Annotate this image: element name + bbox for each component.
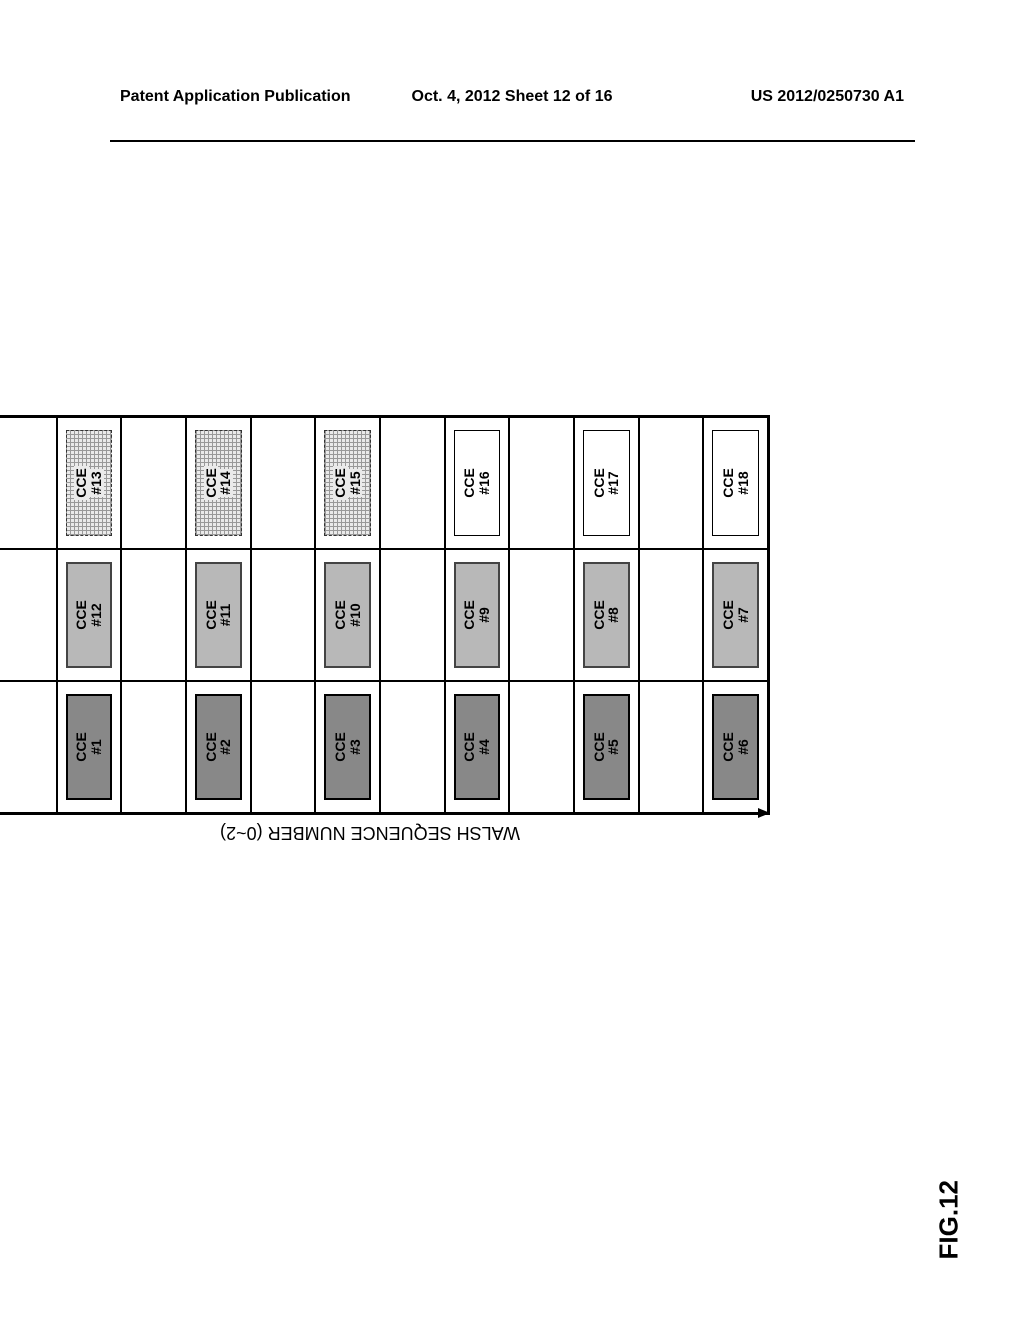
grid-cell: CCE#18 [703, 417, 768, 549]
grid-cell [380, 417, 445, 549]
grid-cell: CCE#17 [574, 417, 639, 549]
cce-box: CCE#15 [324, 430, 370, 537]
cce-box: CCE#18 [712, 430, 758, 537]
cce-box: CCE#1 [66, 694, 112, 801]
grid-cell [251, 549, 316, 681]
patent-header: Patent Application Publication Oct. 4, 2… [0, 88, 1024, 106]
cce-line2: #13 [89, 469, 104, 496]
grid-cell: CCE#3 [315, 681, 380, 813]
y-axis-label: WALSH SEQUENCE NUMBER (0~2) [0, 822, 750, 843]
cce-box: CCE#12 [66, 562, 112, 669]
cce-line2: #16 [477, 471, 492, 494]
cce-line1: CCE [333, 732, 348, 762]
cce-line2: #14 [218, 469, 233, 496]
cce-line1: CCE [333, 466, 348, 500]
grid-cell [639, 681, 704, 813]
grid-cell: CCE#9 [445, 549, 510, 681]
cce-line2: #2 [218, 739, 233, 755]
grid-cell [121, 681, 186, 813]
cce-line1: CCE [204, 466, 219, 500]
grid-cell: CCE#2 [186, 681, 251, 813]
cce-line2: #10 [348, 603, 363, 626]
figure-diagram: CYCLIC SHIFT VALUE OF ZC SEQUENCE (0~11)… [0, 415, 770, 815]
cce-line1: CCE [721, 468, 736, 498]
cce-line2: #18 [736, 471, 751, 494]
cce-line1: CCE [721, 600, 736, 630]
grid-cell [639, 417, 704, 549]
header-center: Oct. 4, 2012 Sheet 12 of 16 [412, 88, 613, 106]
cce-line1: CCE [592, 600, 607, 630]
grid-cell: CCE#13 [57, 417, 122, 549]
grid-cell [0, 549, 57, 681]
grid-cell [0, 417, 57, 549]
grid-cell [509, 681, 574, 813]
cce-line1: CCE [204, 600, 219, 630]
cce-line1: CCE [204, 732, 219, 762]
cce-line2: #15 [348, 469, 363, 496]
cce-line2: #6 [736, 739, 751, 755]
grid-cell: CCE#8 [574, 549, 639, 681]
grid-cell: CCE#10 [315, 549, 380, 681]
grid-cell: CCE#5 [574, 681, 639, 813]
cce-line1: CCE [721, 732, 736, 762]
grid-cell [509, 417, 574, 549]
cce-box: CCE#7 [712, 562, 758, 669]
cce-line1: CCE [462, 600, 477, 630]
cce-line1: CCE [592, 732, 607, 762]
grid-cell: CCE#12 [57, 549, 122, 681]
cce-line2: #3 [348, 739, 363, 755]
cce-line1: CCE [74, 732, 89, 762]
cce-line2: #7 [736, 607, 751, 623]
cce-box: CCE#5 [583, 694, 629, 801]
cce-box: CCE#9 [454, 562, 500, 669]
grid-cell [121, 417, 186, 549]
cce-line2: #5 [606, 739, 621, 755]
grid-cell [251, 417, 316, 549]
cce-box: CCE#10 [324, 562, 370, 669]
cce-line1: CCE [74, 600, 89, 630]
cce-line2: #1 [89, 739, 104, 755]
cce-box: CCE#11 [195, 562, 241, 669]
cce-box: CCE#14 [195, 430, 241, 537]
grid-cell [0, 681, 57, 813]
grid-cell [121, 549, 186, 681]
cce-line2: #4 [477, 739, 492, 755]
grid-cell: CCE#11 [186, 549, 251, 681]
cce-line2: #9 [477, 607, 492, 623]
cce-line2: #17 [606, 471, 621, 494]
cce-line1: CCE [333, 600, 348, 630]
cce-box: CCE#4 [454, 694, 500, 801]
grid-cell: CCE#16 [445, 417, 510, 549]
cce-box: CCE#16 [454, 430, 500, 537]
grid-cell: CCE#4 [445, 681, 510, 813]
cce-line2: #8 [606, 607, 621, 623]
cce-box: CCE#3 [324, 694, 370, 801]
grid-cell [509, 549, 574, 681]
header-left: Patent Application Publication [120, 88, 351, 106]
cce-line1: CCE [462, 468, 477, 498]
header-right: US 2012/0250730 A1 [751, 88, 904, 106]
grid-cell [639, 549, 704, 681]
cce-box: CCE#13 [66, 430, 112, 537]
grid-cell [251, 681, 316, 813]
cce-line1: CCE [462, 732, 477, 762]
grid-cell: CCE#1 [57, 681, 122, 813]
cce-box: CCE#2 [195, 694, 241, 801]
grid-cell [380, 681, 445, 813]
cce-box: CCE#6 [712, 694, 758, 801]
cce-box: CCE#8 [583, 562, 629, 669]
grid-cell: CCE#15 [315, 417, 380, 549]
cce-line2: #12 [89, 603, 104, 626]
grid-cell: CCE#7 [703, 549, 768, 681]
grid-cell [380, 549, 445, 681]
cce-line2: #11 [218, 604, 233, 627]
grid-cell: CCE#6 [703, 681, 768, 813]
figure-caption: FIG.12 [933, 1180, 964, 1259]
cce-grid: CCE#1CCE#12CCE#13CCE#2CCE#11CCE#14CCE#3C… [0, 415, 770, 815]
grid-cell: CCE#14 [186, 417, 251, 549]
cce-box: CCE#17 [583, 430, 629, 537]
cce-line1: CCE [592, 468, 607, 498]
cce-line1: CCE [74, 466, 89, 500]
